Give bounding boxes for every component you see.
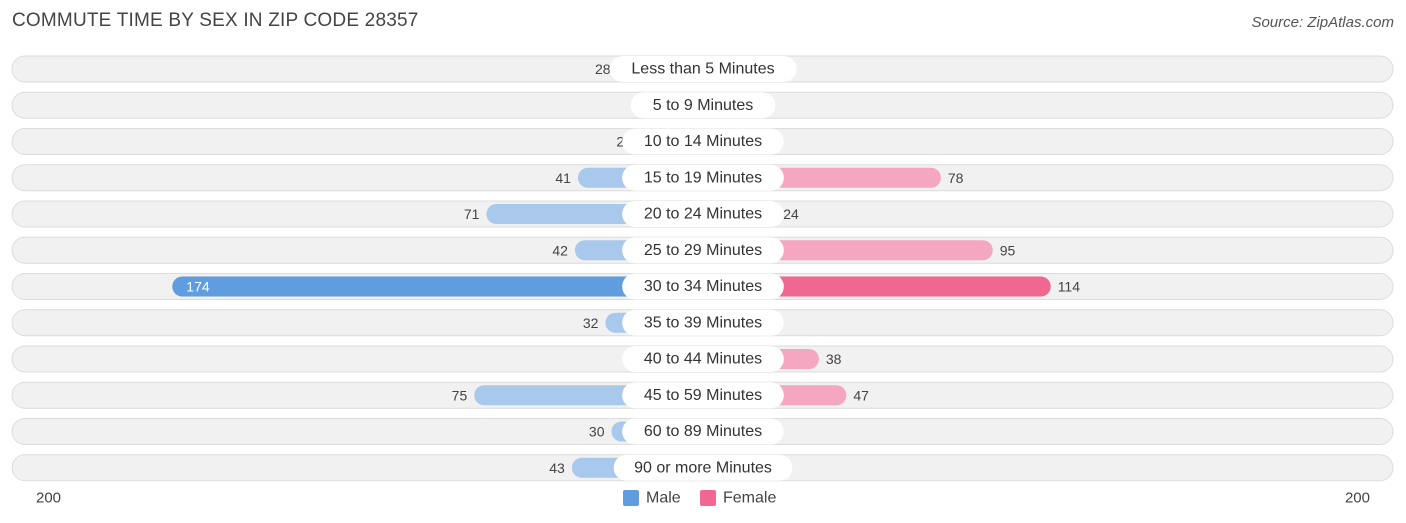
category-pill: [622, 164, 784, 191]
legend-label-male: Male: [646, 490, 681, 507]
category-pill: [609, 56, 797, 82]
category-label: 20 to 24 Minutes: [644, 206, 762, 223]
axis-left-label: 200: [36, 490, 61, 507]
male-value: 32: [583, 315, 599, 331]
category-pill: [622, 237, 784, 264]
legend-label-female: Female: [723, 490, 776, 507]
category-pill: [630, 92, 776, 119]
category-pill: [622, 128, 784, 155]
category-label: 15 to 19 Minutes: [644, 169, 762, 186]
category-pill: [622, 201, 784, 227]
female-value: 24: [783, 206, 799, 222]
category-label: 30 to 34 Minutes: [644, 278, 762, 295]
female-value: 78: [948, 170, 964, 186]
category-label: 90 or more Minutes: [634, 459, 772, 476]
source-note: Source: ZipAtlas.com: [1251, 14, 1394, 31]
category-pill: [622, 273, 784, 300]
male-value: 28: [595, 61, 611, 77]
male-value: 75: [452, 387, 468, 403]
male-value: 71: [464, 206, 480, 222]
male-value: 30: [589, 424, 605, 440]
male-value: 174: [186, 279, 210, 295]
male-value: 42: [552, 242, 568, 258]
female-value: 95: [1000, 242, 1016, 258]
category-label: 60 to 89 Minutes: [644, 423, 762, 440]
category-label: 5 to 9 Minutes: [653, 97, 754, 114]
chart-title: COMMUTE TIME BY SEX IN ZIP CODE 28357: [12, 10, 419, 31]
male-bar: [172, 276, 704, 297]
female-bar: [703, 276, 1051, 297]
category-pill: [613, 454, 793, 481]
category-label: Less than 5 Minutes: [631, 61, 774, 78]
male-value: 41: [555, 170, 571, 186]
female-value: 47: [853, 387, 869, 403]
legend-swatch-female: [700, 490, 716, 506]
male-value: 43: [549, 460, 565, 476]
category-label: 45 to 59 Minutes: [644, 387, 762, 404]
category-label: 40 to 44 Minutes: [644, 351, 762, 368]
category-label: 10 to 14 Minutes: [644, 133, 762, 150]
category-label: 35 to 39 Minutes: [644, 314, 762, 331]
female-value: 114: [1058, 279, 1081, 295]
category-pill: [622, 382, 784, 409]
category-pill: [622, 418, 784, 445]
category-pill: [622, 309, 784, 336]
female-value: 38: [826, 351, 842, 367]
category-label: 25 to 29 Minutes: [644, 242, 762, 259]
axis-right-label: 200: [1345, 490, 1370, 507]
legend-swatch-male: [623, 490, 639, 506]
category-pill: [622, 346, 784, 372]
